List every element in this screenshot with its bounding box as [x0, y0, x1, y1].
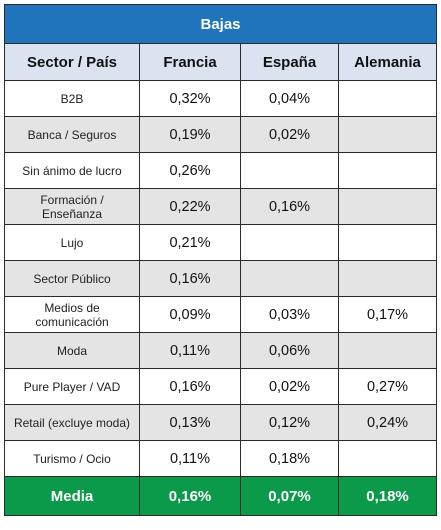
francia-cell: 0,09% — [139, 296, 241, 333]
francia-cell: 0,32% — [139, 80, 241, 117]
sector-cell: Medios de comunicación — [4, 296, 140, 333]
espana-cell: 0,04% — [240, 80, 339, 117]
table-row: Sector Público 0,16% — [4, 260, 438, 297]
espana-cell: 0,02% — [240, 116, 339, 153]
table-header-row: Sector / País Francia España Alemania — [4, 43, 438, 81]
alemania-cell — [337, 260, 438, 297]
sector-cell: Retail (excluye moda) — [4, 404, 140, 441]
sector-cell: Formación / Enseñanza — [4, 188, 140, 225]
footer-alemania: 0,18% — [337, 476, 438, 516]
espana-cell: 0,02% — [240, 368, 339, 405]
sector-cell: Sector Público — [4, 260, 140, 297]
alemania-cell — [337, 80, 438, 117]
sector-cell: Lujo — [4, 224, 140, 261]
header-francia: Francia — [139, 43, 241, 81]
footer-espana: 0,07% — [240, 476, 339, 516]
bajas-table: Bajas Sector / País Francia España Alema… — [3, 4, 438, 516]
table-row: Sin ánimo de lucro 0,26% — [4, 152, 438, 189]
espana-cell — [240, 224, 339, 261]
sector-cell: Moda — [4, 332, 140, 369]
espana-cell: 0,03% — [240, 296, 339, 333]
alemania-cell — [337, 116, 438, 153]
alemania-cell — [337, 152, 438, 189]
table-title: Bajas — [3, 4, 438, 44]
alemania-cell — [337, 440, 438, 477]
table-row: Lujo 0,21% — [4, 224, 438, 261]
alemania-cell — [337, 188, 438, 225]
table-row: B2B 0,32% 0,04% — [4, 80, 438, 117]
espana-cell: 0,18% — [240, 440, 339, 477]
table-title-row: Bajas — [3, 4, 438, 44]
francia-cell: 0,16% — [139, 368, 241, 405]
sector-cell: B2B — [4, 80, 140, 117]
espana-cell — [240, 152, 339, 189]
alemania-cell — [337, 332, 438, 369]
sector-cell: Pure Player / VAD — [4, 368, 140, 405]
table-row: Banca / Seguros 0,19% 0,02% — [4, 116, 438, 153]
footer-francia: 0,16% — [139, 476, 241, 516]
sector-cell: Turismo / Ocio — [4, 440, 140, 477]
header-sector: Sector / País — [4, 43, 140, 81]
footer-label: Media — [4, 476, 140, 516]
espana-cell: 0,16% — [240, 188, 339, 225]
table-footer-row: Media 0,16% 0,07% 0,18% — [4, 476, 438, 516]
francia-cell: 0,19% — [139, 116, 241, 153]
alemania-cell: 0,27% — [337, 368, 438, 405]
espana-cell: 0,06% — [240, 332, 339, 369]
francia-cell: 0,11% — [139, 332, 241, 369]
francia-cell: 0,11% — [139, 440, 241, 477]
espana-cell — [240, 260, 339, 297]
header-espana: España — [240, 43, 339, 81]
table-row: Turismo / Ocio 0,11% 0,18% — [4, 440, 438, 477]
table-row: Moda 0,11% 0,06% — [4, 332, 438, 369]
table-row: Pure Player / VAD 0,16% 0,02% 0,27% — [4, 368, 438, 405]
francia-cell: 0,16% — [139, 260, 241, 297]
sector-cell: Banca / Seguros — [4, 116, 140, 153]
francia-cell: 0,21% — [139, 224, 241, 261]
francia-cell: 0,22% — [139, 188, 241, 225]
francia-cell: 0,13% — [139, 404, 241, 441]
espana-cell: 0,12% — [240, 404, 339, 441]
header-alemania: Alemania — [337, 43, 438, 81]
francia-cell: 0,26% — [139, 152, 241, 189]
sector-cell: Sin ánimo de lucro — [4, 152, 140, 189]
alemania-cell: 0,17% — [337, 296, 438, 333]
table-row: Formación / Enseñanza 0,22% 0,16% — [4, 188, 438, 225]
table-row: Retail (excluye moda) 0,13% 0,12% 0,24% — [4, 404, 438, 441]
alemania-cell: 0,24% — [337, 404, 438, 441]
alemania-cell — [337, 224, 438, 261]
table-row: Medios de comunicación 0,09% 0,03% 0,17% — [4, 296, 438, 333]
